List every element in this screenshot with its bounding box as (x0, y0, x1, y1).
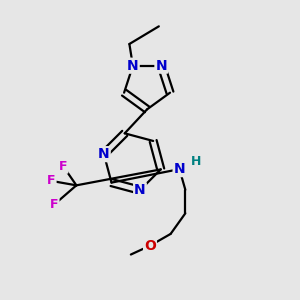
Text: N: N (127, 59, 139, 73)
Text: F: F (50, 198, 58, 211)
Text: N: N (155, 59, 167, 73)
Text: F: F (59, 160, 68, 173)
Text: N: N (134, 183, 146, 197)
Text: F: F (47, 174, 56, 188)
Text: N: N (174, 162, 185, 176)
Text: N: N (98, 147, 110, 161)
Text: O: O (144, 239, 156, 253)
Text: H: H (190, 155, 201, 168)
